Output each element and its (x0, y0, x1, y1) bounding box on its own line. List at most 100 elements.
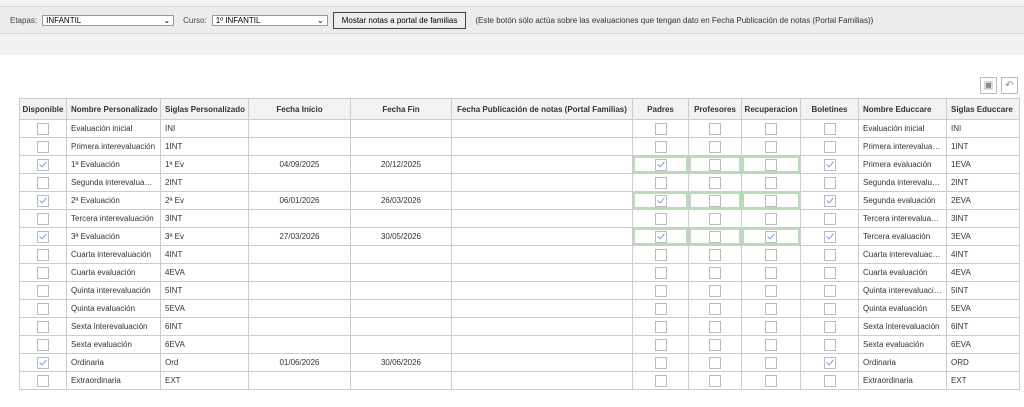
nombre-personalizado[interactable]: Ordinaria (66, 353, 161, 372)
siglas-personalizado[interactable]: 2INT (160, 173, 249, 192)
profesores-checkbox[interactable] (709, 374, 721, 387)
boletines-checkbox[interactable] (823, 374, 836, 387)
profesores-checkbox[interactable] (709, 338, 721, 351)
fecha-fin[interactable]: 30/05/2026 (350, 227, 452, 246)
fecha-inicio[interactable]: 06/01/2026 (248, 191, 351, 210)
nombre-personalizado[interactable]: Sexta evaluación (66, 335, 161, 354)
nombre-personalizado[interactable]: Segunda interevaluación (66, 173, 161, 192)
fecha-publicacion[interactable] (451, 263, 633, 282)
fecha-publicacion[interactable] (451, 227, 633, 246)
save-icon[interactable]: ▣ (980, 77, 997, 94)
boletines-checkbox[interactable] (823, 230, 836, 243)
recuperacion-checkbox[interactable] (765, 374, 777, 387)
recuperacion-checkbox[interactable] (765, 320, 777, 333)
fecha-inicio[interactable] (248, 371, 351, 390)
padres-checkbox[interactable] (654, 158, 667, 171)
fecha-publicacion[interactable] (451, 209, 633, 228)
padres-checkbox[interactable] (654, 338, 667, 351)
nombre-personalizado[interactable]: Cuarta evaluación (66, 263, 161, 282)
recuperacion-checkbox[interactable] (765, 194, 777, 207)
nombre-personalizado[interactable]: Evaluación inicial (66, 119, 161, 138)
fecha-fin[interactable] (350, 245, 452, 264)
fecha-inicio[interactable] (248, 119, 351, 138)
fecha-publicacion[interactable] (451, 299, 633, 318)
boletines-checkbox[interactable] (823, 284, 836, 297)
boletines-checkbox[interactable] (823, 212, 836, 225)
padres-checkbox[interactable] (654, 212, 667, 225)
siglas-personalizado[interactable]: 1ª Ev (160, 155, 249, 174)
boletines-checkbox[interactable] (823, 248, 836, 261)
disponible-checkbox[interactable] (37, 266, 49, 279)
profesores-checkbox[interactable] (709, 140, 721, 153)
fecha-inicio[interactable]: 27/03/2026 (248, 227, 351, 246)
fecha-inicio[interactable] (248, 281, 351, 300)
fecha-fin[interactable] (350, 281, 452, 300)
siglas-personalizado[interactable]: 6INT (160, 317, 249, 336)
siglas-personalizado[interactable]: INI (160, 119, 249, 138)
fecha-fin[interactable] (350, 173, 452, 192)
fecha-fin[interactable]: 30/06/2026 (350, 353, 452, 372)
disponible-checkbox[interactable] (37, 158, 49, 171)
fecha-inicio[interactable] (248, 173, 351, 192)
disponible-checkbox[interactable] (37, 356, 49, 369)
fecha-publicacion[interactable] (451, 371, 633, 390)
siglas-personalizado[interactable]: 4EVA (160, 263, 249, 282)
siglas-personalizado[interactable]: 5EVA (160, 299, 249, 318)
fecha-fin[interactable] (350, 335, 452, 354)
fecha-fin[interactable] (350, 371, 452, 390)
padres-checkbox[interactable] (654, 140, 667, 153)
siglas-personalizado[interactable]: Ord (160, 353, 249, 372)
padres-checkbox[interactable] (654, 356, 667, 369)
fecha-publicacion[interactable] (451, 245, 633, 264)
boletines-checkbox[interactable] (823, 338, 836, 351)
siglas-personalizado[interactable]: 2ª Ev (160, 191, 249, 210)
siglas-personalizado[interactable]: 4INT (160, 245, 249, 264)
profesores-checkbox[interactable] (709, 248, 721, 261)
disponible-checkbox[interactable] (37, 374, 49, 387)
fecha-publicacion[interactable] (451, 335, 633, 354)
fecha-inicio[interactable] (248, 263, 351, 282)
fecha-fin[interactable] (350, 317, 452, 336)
padres-checkbox[interactable] (654, 194, 667, 207)
disponible-checkbox[interactable] (37, 194, 49, 207)
disponible-checkbox[interactable] (37, 302, 49, 315)
recuperacion-checkbox[interactable] (765, 302, 777, 315)
padres-checkbox[interactable] (654, 320, 667, 333)
padres-checkbox[interactable] (654, 374, 667, 387)
boletines-checkbox[interactable] (823, 302, 836, 315)
disponible-checkbox[interactable] (37, 176, 49, 189)
fecha-fin[interactable] (350, 263, 452, 282)
recuperacion-checkbox[interactable] (765, 248, 777, 261)
siglas-personalizado[interactable]: 5INT (160, 281, 249, 300)
fecha-fin[interactable] (350, 209, 452, 228)
padres-checkbox[interactable] (654, 122, 667, 135)
fecha-publicacion[interactable] (451, 281, 633, 300)
recuperacion-checkbox[interactable] (765, 356, 777, 369)
recuperacion-checkbox[interactable] (765, 212, 777, 225)
fecha-inicio[interactable] (248, 299, 351, 318)
siglas-personalizado[interactable]: 1INT (160, 137, 249, 156)
siglas-personalizado[interactable]: 3ª Ev (160, 227, 249, 246)
boletines-checkbox[interactable] (823, 320, 836, 333)
boletines-checkbox[interactable] (823, 176, 836, 189)
boletines-checkbox[interactable] (823, 356, 836, 369)
padres-checkbox[interactable] (654, 302, 667, 315)
recuperacion-checkbox[interactable] (765, 176, 777, 189)
nombre-personalizado[interactable]: 1ª Evaluación (66, 155, 161, 174)
disponible-checkbox[interactable] (37, 122, 49, 135)
fecha-inicio[interactable] (248, 209, 351, 228)
nombre-personalizado[interactable]: Sexta interevaluación (66, 317, 161, 336)
nombre-personalizado[interactable]: Quinta evaluación (66, 299, 161, 318)
fecha-inicio[interactable]: 01/06/2026 (248, 353, 351, 372)
profesores-checkbox[interactable] (709, 302, 721, 315)
recuperacion-checkbox[interactable] (765, 140, 777, 153)
padres-checkbox[interactable] (654, 176, 667, 189)
profesores-checkbox[interactable] (709, 356, 721, 369)
recuperacion-checkbox[interactable] (765, 284, 777, 297)
boletines-checkbox[interactable] (823, 266, 836, 279)
disponible-checkbox[interactable] (37, 140, 49, 153)
fecha-inicio[interactable] (248, 137, 351, 156)
disponible-checkbox[interactable] (37, 284, 49, 297)
boletines-checkbox[interactable] (823, 122, 836, 135)
boletines-checkbox[interactable] (823, 194, 836, 207)
